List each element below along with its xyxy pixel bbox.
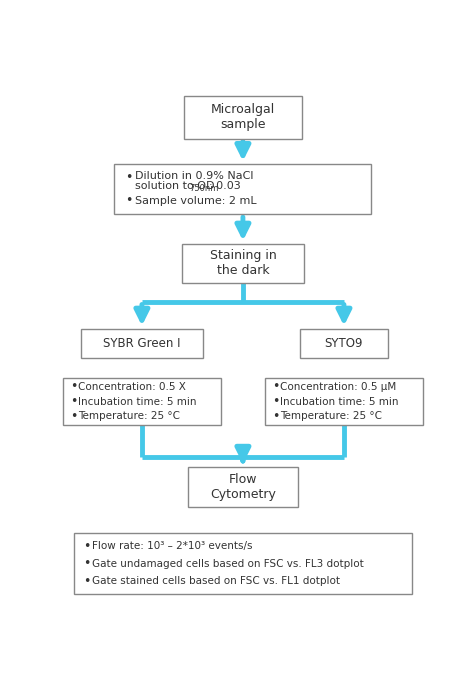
Text: Concentration: 0.5 X: Concentration: 0.5 X xyxy=(78,382,186,392)
FancyBboxPatch shape xyxy=(114,164,372,215)
Text: Flow
Cytometry: Flow Cytometry xyxy=(210,473,276,500)
Text: •: • xyxy=(125,195,133,207)
Text: SYTO9: SYTO9 xyxy=(325,337,363,350)
Text: 750nm: 750nm xyxy=(189,184,219,193)
Text: Incubation time: 5 min: Incubation time: 5 min xyxy=(78,397,197,406)
Text: Gate undamaged cells based on FSC vs. FL3 dotplot: Gate undamaged cells based on FSC vs. FL… xyxy=(92,559,364,569)
Text: •: • xyxy=(272,380,280,393)
Text: Gate stained cells based on FSC vs. FL1 dotplot: Gate stained cells based on FSC vs. FL1 … xyxy=(92,576,340,586)
Text: solution to OD: solution to OD xyxy=(135,181,214,191)
Text: Concentration: 0.5 μM: Concentration: 0.5 μM xyxy=(281,382,397,392)
Text: Incubation time: 5 min: Incubation time: 5 min xyxy=(281,397,399,406)
Text: Dilution in 0.9% NaCl: Dilution in 0.9% NaCl xyxy=(135,171,253,181)
Text: •: • xyxy=(272,410,280,423)
FancyBboxPatch shape xyxy=(265,377,423,426)
Text: •: • xyxy=(83,540,91,553)
Text: •: • xyxy=(70,395,78,408)
Text: Microalgal
sample: Microalgal sample xyxy=(211,104,275,131)
Text: •: • xyxy=(70,380,78,393)
Text: Temperature: 25 °C: Temperature: 25 °C xyxy=(78,411,180,422)
Text: Staining in
the dark: Staining in the dark xyxy=(210,250,276,277)
Text: SYBR Green I: SYBR Green I xyxy=(103,337,181,350)
FancyBboxPatch shape xyxy=(74,533,412,594)
FancyBboxPatch shape xyxy=(63,377,221,426)
Text: •: • xyxy=(125,171,133,184)
Text: •: • xyxy=(70,410,78,423)
Text: Temperature: 25 °C: Temperature: 25 °C xyxy=(281,411,383,422)
Text: : 0.03: : 0.03 xyxy=(209,181,241,191)
Text: •: • xyxy=(83,557,91,570)
FancyBboxPatch shape xyxy=(182,244,303,284)
Text: Sample volume: 2 mL: Sample volume: 2 mL xyxy=(135,196,256,206)
Text: Flow rate: 10³ – 2*10³ events/s: Flow rate: 10³ – 2*10³ events/s xyxy=(92,541,253,551)
FancyBboxPatch shape xyxy=(300,328,388,357)
FancyBboxPatch shape xyxy=(184,96,301,139)
Text: •: • xyxy=(272,395,280,408)
FancyBboxPatch shape xyxy=(188,466,298,506)
Text: •: • xyxy=(83,575,91,588)
FancyBboxPatch shape xyxy=(82,328,202,357)
